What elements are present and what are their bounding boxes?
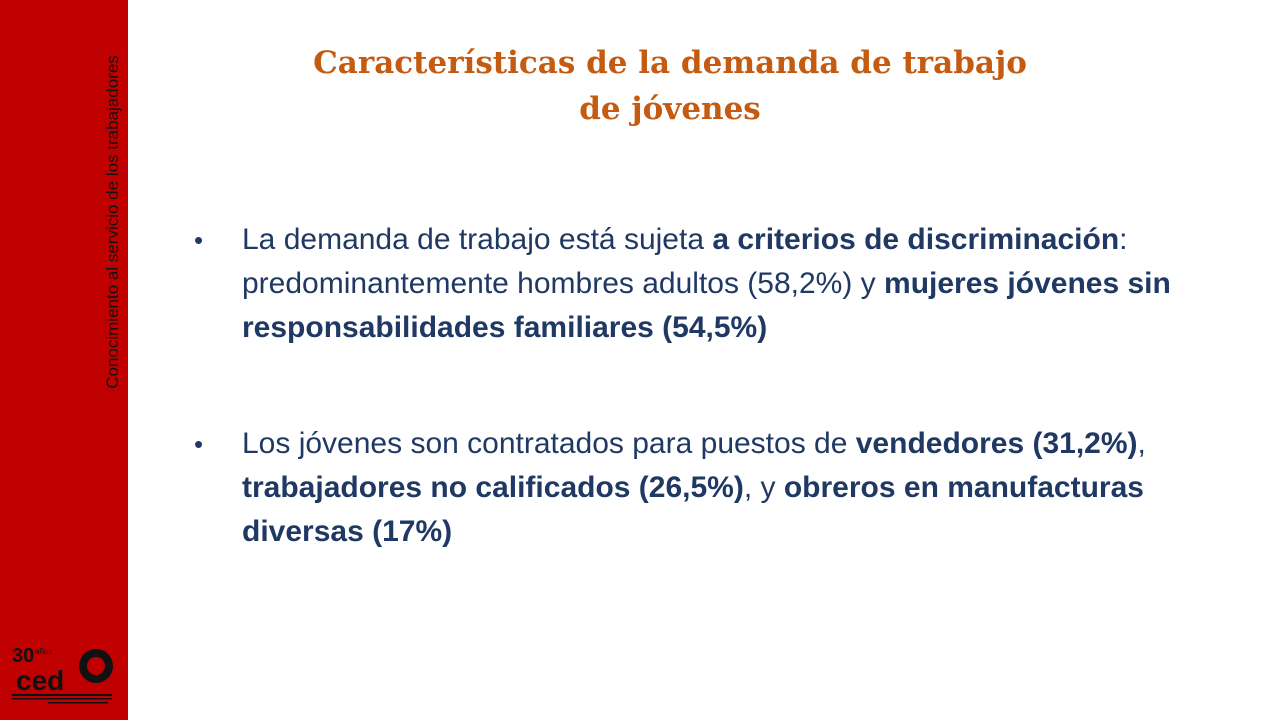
svg-text:30: 30: [12, 645, 34, 667]
slide-title-line-2: de jóvenes: [579, 91, 761, 127]
bullet-text-bold: a criterios de discriminación: [712, 223, 1120, 256]
bullet-text: Los jóvenes son contratados para puestos…: [242, 427, 856, 460]
bullet-text: , y: [743, 471, 784, 504]
svg-text:años: años: [35, 647, 52, 656]
bullet-text-bold: obreros en manufacturas diversas (17%): [242, 471, 1144, 548]
slide-title: Características de la demanda de trabajo…: [200, 40, 1140, 132]
bullet-item: • La demanda de trabajo está sujeta a cr…: [192, 218, 1252, 350]
sidebar: Conocimiento al servicio de los trabajad…: [0, 0, 128, 720]
cedla-logo: 30 años ced: [8, 640, 120, 708]
bullet-list: • La demanda de trabajo está sujeta a cr…: [192, 218, 1252, 554]
bullet-dot-icon: •: [194, 429, 204, 459]
cedla-logo-mark: 30 años ced: [12, 645, 113, 704]
bullet-text: ,: [1137, 427, 1146, 460]
bullet-text-bold: trabajadores no calificados (26,5%): [242, 471, 744, 504]
bullet-text-bold: mujeres jóvenes sin responsabilidades fa…: [242, 267, 1171, 344]
bullet-text: : predominantemente hombres adultos (58,…: [242, 223, 1128, 300]
bullet-text: La demanda de trabajo está sujeta: [242, 223, 713, 256]
bullet-text-bold: vendedores (31,2%): [855, 427, 1138, 460]
slide-title-line-1: Características de la demanda de trabajo: [313, 45, 1027, 81]
svg-text:ced: ced: [16, 665, 64, 696]
bullet-item: • Los jóvenes son contratados para puest…: [192, 422, 1252, 554]
bullet-dot-icon: •: [194, 225, 204, 255]
sidebar-tagline: Conocimiento al servicio de los trabajad…: [103, 55, 122, 389]
